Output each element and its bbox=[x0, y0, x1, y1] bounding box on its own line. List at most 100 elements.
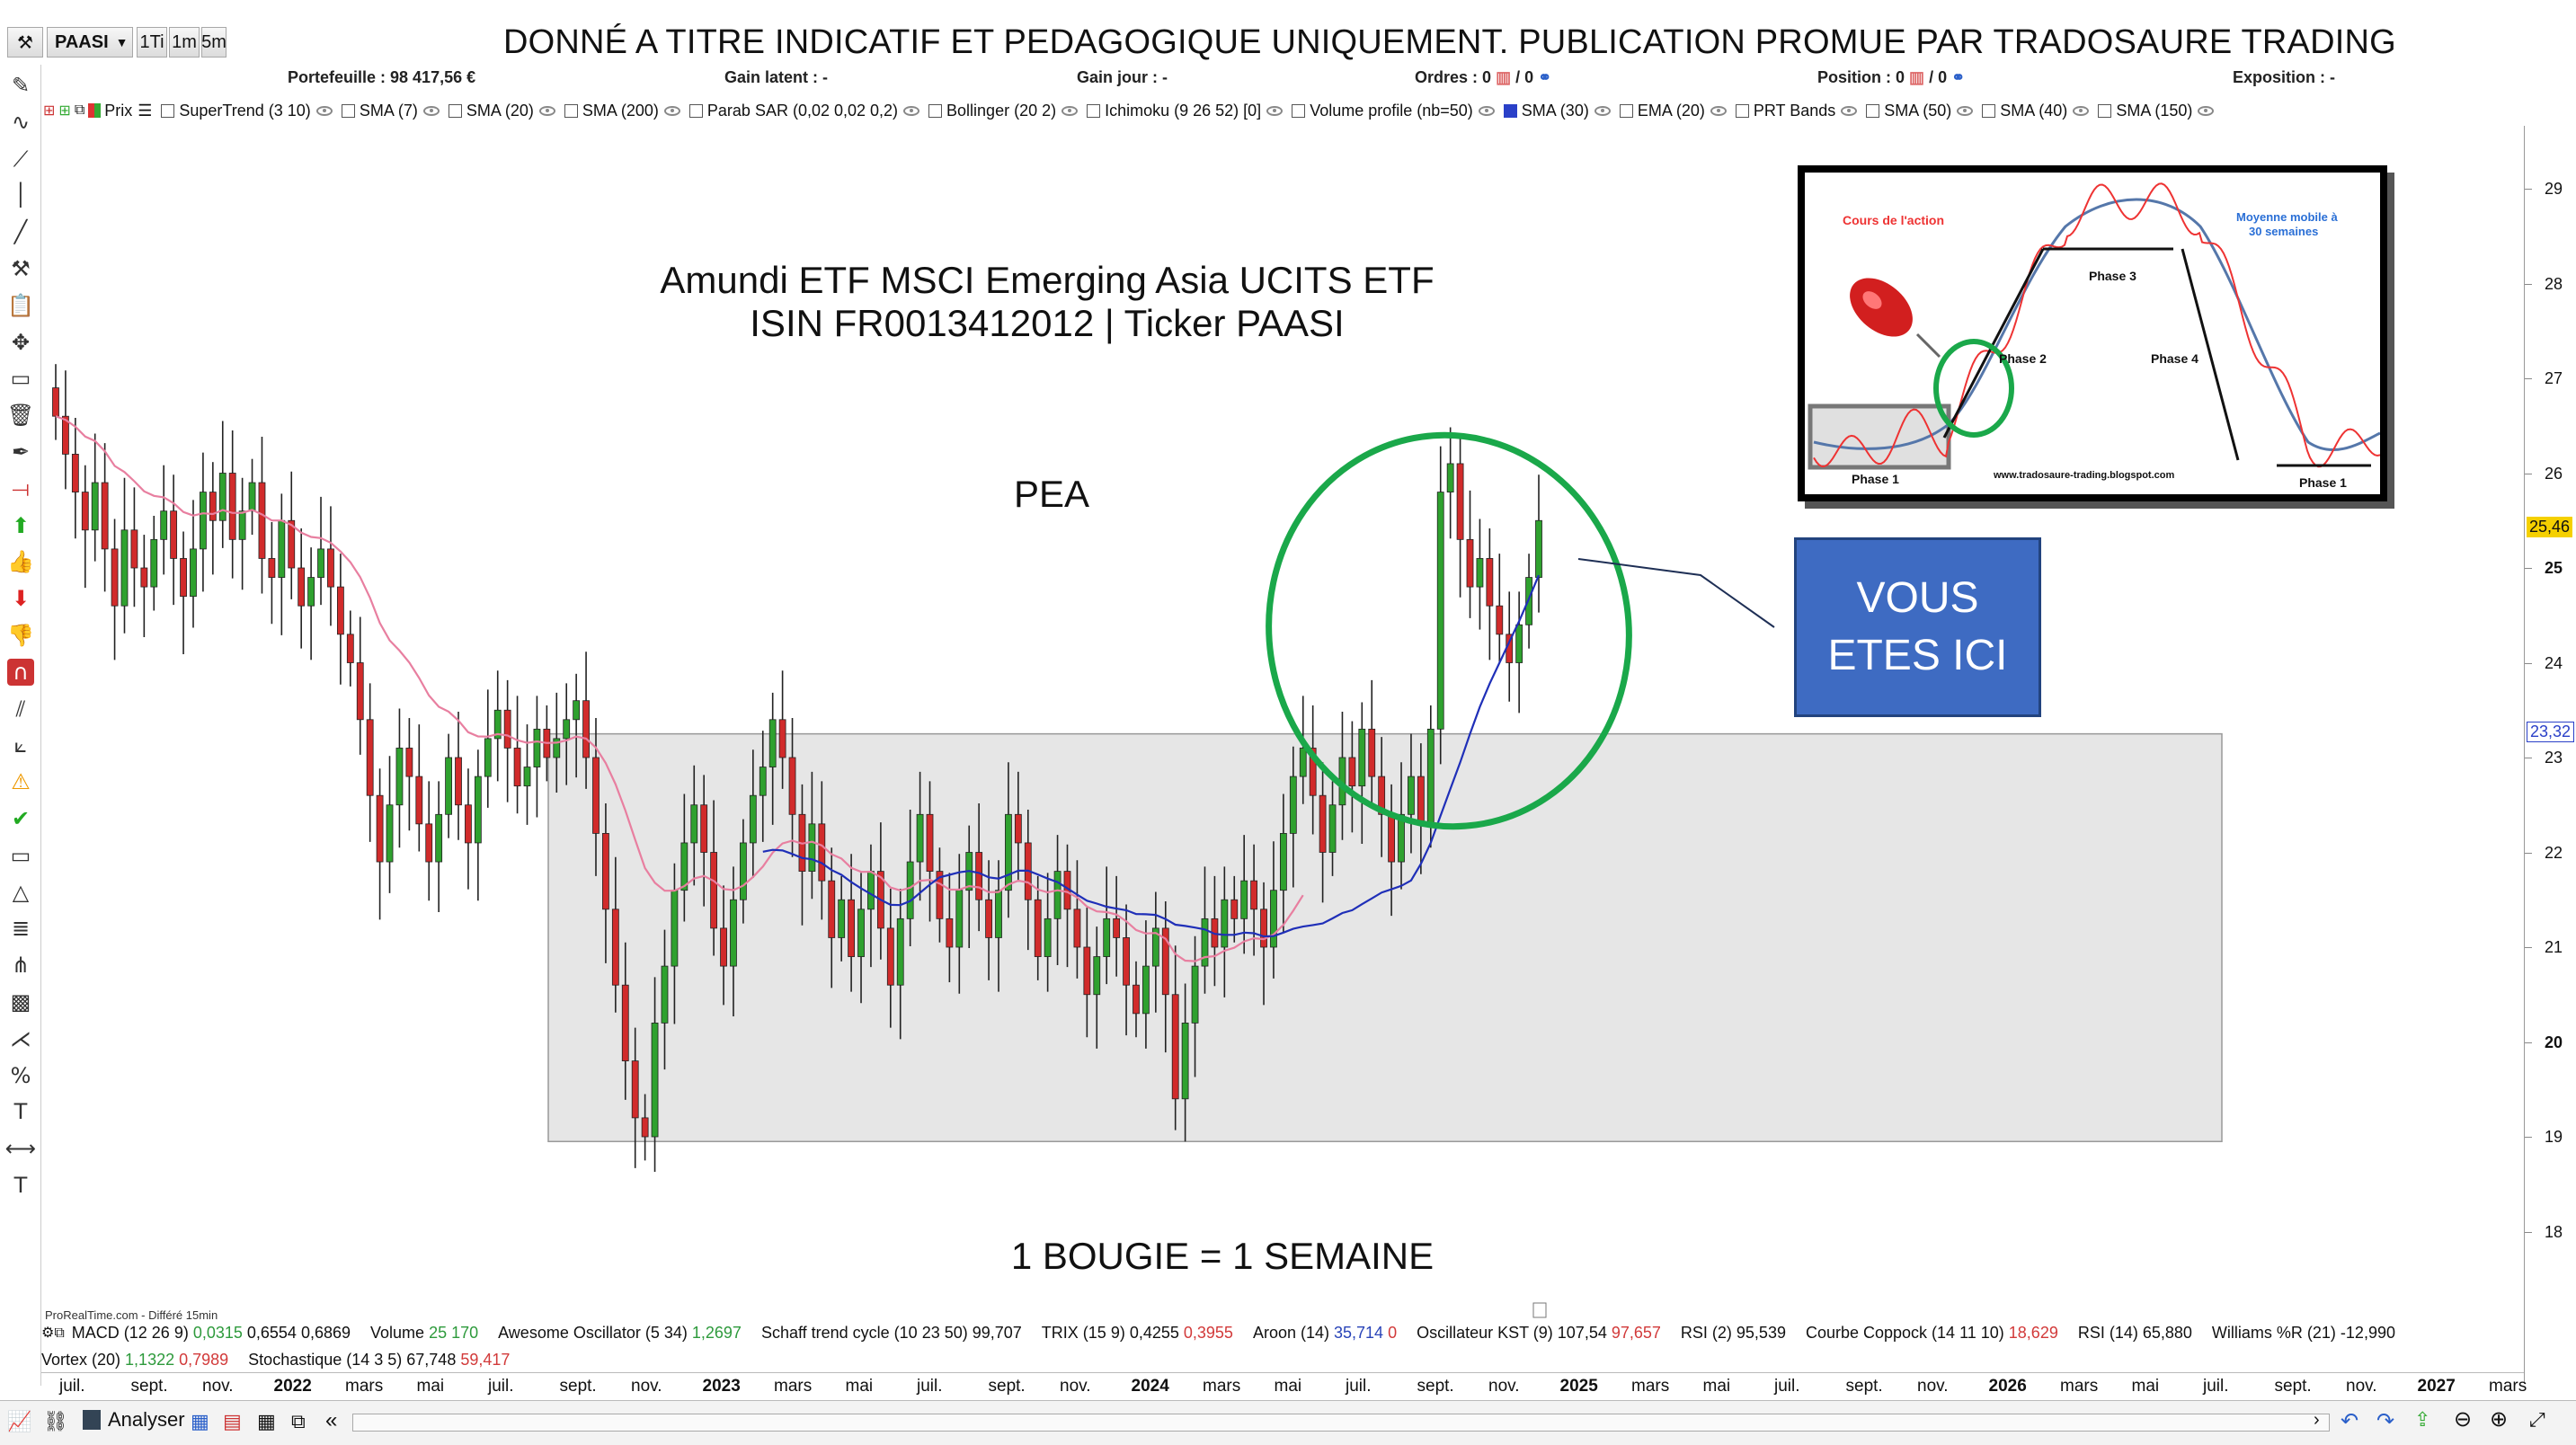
segment-icon[interactable]: ⟋ bbox=[13, 146, 29, 172]
vertical-line-icon[interactable]: │ bbox=[13, 182, 28, 208]
indicator-readout[interactable]: Volume 25 170 bbox=[370, 1324, 478, 1343]
tools-icon[interactable]: ⚒ bbox=[11, 256, 31, 281]
indicator-checkbox[interactable] bbox=[564, 103, 578, 118]
indicator-readout[interactable]: Schaff trend cycle (10 23 50) 99,707 bbox=[761, 1324, 1022, 1343]
eye-icon[interactable] bbox=[1957, 105, 1974, 116]
indicator-checkbox[interactable] bbox=[1292, 103, 1306, 118]
redo-icon[interactable]: ↷ bbox=[2376, 1409, 2395, 1433]
eye-icon[interactable] bbox=[2073, 105, 2090, 116]
indicator-checkbox[interactable] bbox=[1866, 103, 1880, 118]
eye-icon[interactable] bbox=[1710, 105, 1727, 116]
indicator-supertrend-3-10[interactable]: SuperTrend (3 10) bbox=[161, 102, 333, 120]
link-chain-icon[interactable]: ⛓ bbox=[43, 1410, 68, 1432]
indicator-checkbox[interactable] bbox=[928, 103, 943, 118]
indicator-checkbox[interactable] bbox=[1735, 103, 1749, 118]
ticker-selector[interactable]: PAASI ▼ bbox=[47, 27, 133, 58]
scroll-right-icon[interactable]: › bbox=[2314, 1410, 2320, 1430]
indicator-sma-30[interactable]: SMA (30) bbox=[1503, 102, 1611, 120]
eye-icon[interactable] bbox=[1594, 105, 1611, 116]
box-icon[interactable]: ▭ bbox=[10, 842, 31, 868]
indicator-checkbox[interactable] bbox=[1503, 103, 1517, 118]
zoom-out-icon[interactable]: ⊖ bbox=[2454, 1407, 2473, 1432]
indicator-checkbox[interactable] bbox=[161, 103, 175, 118]
text-icon[interactable]: T bbox=[13, 1173, 28, 1198]
trend-line-icon[interactable]: ╱ bbox=[13, 219, 28, 245]
eye-icon[interactable] bbox=[663, 105, 680, 116]
indicator-readout[interactable]: Stochastique (14 3 5) 67,748 59,417 bbox=[248, 1351, 510, 1370]
chart-type-icon[interactable]: 📈 bbox=[7, 1410, 32, 1432]
indicator-sma-150[interactable]: SMA (150) bbox=[2098, 102, 2215, 120]
rectangle-icon[interactable]: ▭ bbox=[10, 366, 31, 392]
undo-icon[interactable]: ↶ bbox=[2341, 1409, 2359, 1433]
indicator-sma-7[interactable]: SMA (7) bbox=[341, 102, 440, 120]
indicator-readout[interactable]: Awesome Oscillator (5 34) 1,2697 bbox=[498, 1324, 742, 1343]
timeframe-5m-button[interactable]: 5m bbox=[201, 27, 227, 58]
indicator-readout[interactable]: RSI (2) 95,539 bbox=[1681, 1324, 1786, 1343]
text-box-icon[interactable]: T bbox=[13, 1099, 28, 1125]
time-scrollbar[interactable] bbox=[352, 1414, 2330, 1432]
indicator-checkbox[interactable] bbox=[688, 103, 703, 118]
calendar-icon[interactable]: ▦ bbox=[191, 1410, 209, 1432]
eye-icon[interactable] bbox=[538, 105, 555, 116]
triangle-icon[interactable]: △ bbox=[12, 879, 30, 905]
copy-icon[interactable]: ⧉ bbox=[74, 102, 85, 118]
indicator-readout[interactable]: Williams %R (21) -12,990 bbox=[2212, 1324, 2395, 1343]
indicator-readout[interactable]: MACD (12 26 9) 0,0315 0,6554 0,6869 bbox=[72, 1324, 351, 1343]
eye-icon[interactable] bbox=[422, 105, 440, 116]
band-icon[interactable]: ▩ bbox=[10, 989, 31, 1015]
indicator-readout[interactable]: TRIX (15 9) 0,4255 0,3955 bbox=[1042, 1324, 1233, 1343]
indicator-readout[interactable]: RSI (14) 65,880 bbox=[2078, 1324, 2192, 1343]
list-icon[interactable]: ☰ bbox=[138, 101, 153, 120]
export-icon[interactable]: ⇪ bbox=[2414, 1408, 2431, 1431]
zoom-in-icon[interactable]: ⊕ bbox=[2490, 1407, 2509, 1432]
indicator-sma-40[interactable]: SMA (40) bbox=[1982, 102, 2090, 120]
add-icon[interactable]: ⊞ bbox=[43, 103, 56, 119]
grid-icon[interactable]: ▦ bbox=[257, 1410, 276, 1432]
indicator-readout[interactable]: Aroon (14) 35,714 0 bbox=[1253, 1324, 1397, 1343]
window-icon[interactable]: ⧉ bbox=[291, 1410, 306, 1432]
fibonacci-icon[interactable]: ⫽ bbox=[15, 696, 26, 722]
panel-settings-icon[interactable]: ⚙⧉ bbox=[41, 1325, 65, 1341]
indicator-volume-profile-nb-50[interactable]: Volume profile (nb=50) bbox=[1292, 102, 1495, 120]
arrow-up-icon[interactable]: ⬆ bbox=[11, 512, 31, 538]
table-icon[interactable]: ▤ bbox=[223, 1410, 242, 1432]
thumbs-up-icon[interactable]: 👍 bbox=[7, 549, 34, 575]
indicator-checkbox[interactable] bbox=[448, 103, 462, 118]
indicator-sma-50[interactable]: SMA (50) bbox=[1866, 102, 1974, 120]
eye-icon[interactable] bbox=[903, 105, 920, 116]
check-icon[interactable]: ✔ bbox=[11, 806, 31, 831]
analyser-button[interactable]: Analyser bbox=[83, 1408, 185, 1432]
indicator-checkbox[interactable] bbox=[1982, 103, 1996, 118]
tools-menu-icon[interactable]: ⚒ bbox=[7, 27, 43, 58]
trash-icon[interactable]: 🗑 bbox=[6, 403, 35, 429]
indicator-bollinger-20-2[interactable]: Bollinger (20 2) bbox=[928, 102, 1079, 120]
fib-fan-icon[interactable]: ⟀ bbox=[13, 732, 28, 758]
eye-icon[interactable] bbox=[1266, 105, 1284, 116]
fib-extension-icon[interactable]: ≣ bbox=[11, 916, 31, 942]
indicator-checkbox[interactable] bbox=[2098, 103, 2112, 118]
indicator-ema-20[interactable]: EMA (20) bbox=[1619, 102, 1727, 120]
pencil-icon[interactable]: ✎ bbox=[11, 73, 31, 98]
indicator-sma-20[interactable]: SMA (20) bbox=[448, 102, 555, 120]
percent-icon[interactable]: % bbox=[10, 1062, 31, 1088]
move-icon[interactable]: ✥ bbox=[11, 329, 31, 355]
indicator-parab-sar-0-02-0-02-0-2[interactable]: Parab SAR (0,02 0,02 0,2) bbox=[688, 102, 920, 120]
ruler-icon[interactable]: ⟷ bbox=[4, 1136, 37, 1162]
fit-icon[interactable]: ⤢ bbox=[2529, 1408, 2545, 1431]
indicator-readout[interactable]: Oscillateur KST (9) 107,54 97,657 bbox=[1417, 1324, 1661, 1343]
pitchfork-icon[interactable]: ⋌ bbox=[10, 1025, 31, 1051]
horizontal-line-icon[interactable]: ⟞ bbox=[12, 475, 30, 501]
indicator-readout[interactable]: Vortex (20) 1,1322 0,7989 bbox=[41, 1351, 228, 1370]
eye-icon[interactable] bbox=[2198, 105, 2215, 116]
timeframe-1ti-button[interactable]: 1Ti bbox=[137, 27, 167, 58]
arrow-down-icon[interactable]: ⬇ bbox=[11, 586, 31, 612]
indicator-prix[interactable]: ⊞ ⊞ ⧉ Prix ☰ bbox=[43, 102, 152, 120]
indicator-checkbox[interactable] bbox=[1087, 103, 1101, 118]
add-green-icon[interactable]: ⊞ bbox=[58, 103, 71, 119]
eyedropper-icon[interactable]: ✒ bbox=[11, 439, 31, 465]
curve-icon[interactable]: ∿ bbox=[11, 109, 31, 135]
pattern-icon[interactable]: ⋔ bbox=[11, 953, 31, 979]
eye-icon[interactable] bbox=[1478, 105, 1495, 116]
price-chart[interactable] bbox=[41, 126, 2524, 1321]
eye-icon[interactable] bbox=[315, 105, 333, 116]
